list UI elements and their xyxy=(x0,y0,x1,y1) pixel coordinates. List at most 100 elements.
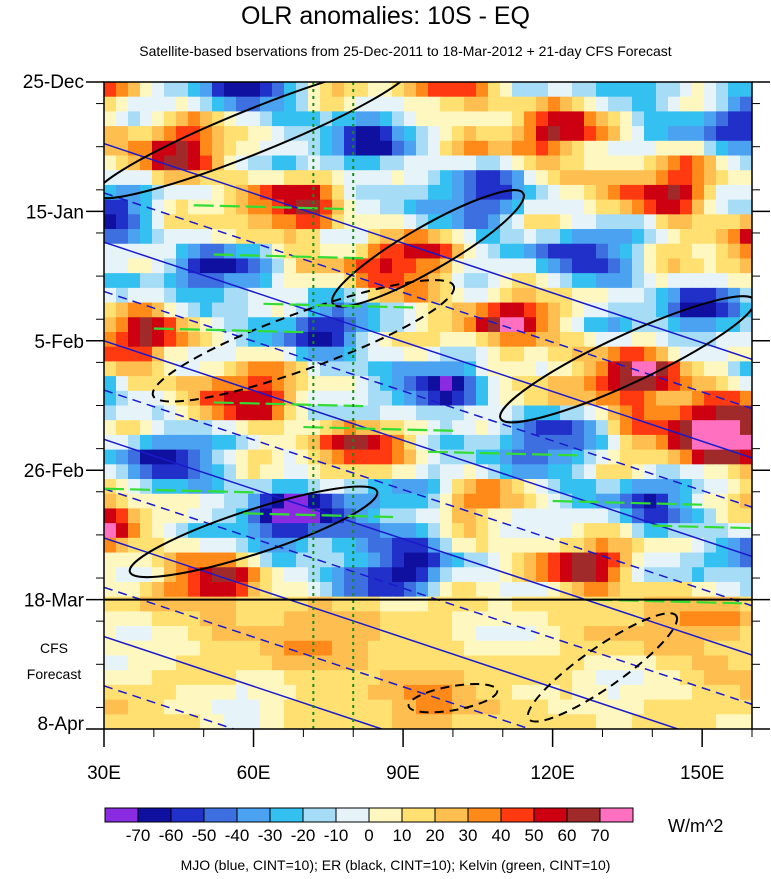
heat-cell xyxy=(524,434,537,451)
heat-cell xyxy=(332,684,345,701)
heat-cell xyxy=(188,508,201,524)
heat-cell xyxy=(164,346,177,362)
heat-cell xyxy=(428,111,441,127)
heat-cell xyxy=(224,523,237,539)
heat-cell xyxy=(572,420,585,436)
heat-cell xyxy=(392,243,405,260)
heat-cell xyxy=(296,420,309,436)
heat-cell xyxy=(104,96,117,113)
heat-cell xyxy=(632,640,645,657)
heat-cell xyxy=(404,626,417,642)
heat-cell xyxy=(656,684,669,701)
heat-cell xyxy=(716,199,729,215)
heat-cell xyxy=(524,449,537,465)
heat-cell xyxy=(104,611,117,627)
heat-cell xyxy=(668,82,681,98)
heat-cell xyxy=(524,302,537,318)
heat-cell xyxy=(440,405,453,421)
heat-cell xyxy=(272,317,285,333)
heat-cell xyxy=(536,626,549,642)
heat-cell xyxy=(200,96,213,113)
heat-cell xyxy=(704,302,717,318)
heat-cell xyxy=(560,581,573,598)
heat-cell xyxy=(344,655,357,671)
heat-cell xyxy=(140,537,153,554)
heat-cell xyxy=(380,155,393,171)
heat-cell xyxy=(428,229,441,245)
heat-cell xyxy=(392,655,405,671)
heat-cell xyxy=(296,655,309,671)
heat-cell xyxy=(236,302,249,318)
heat-cell xyxy=(656,184,669,201)
heat-cell xyxy=(488,184,501,201)
heat-cell xyxy=(644,684,657,701)
heat-cell xyxy=(116,655,129,671)
heat-cell xyxy=(212,567,225,583)
heat-cell xyxy=(608,273,621,289)
heat-cell xyxy=(200,155,213,171)
heat-cell xyxy=(608,346,621,362)
heat-cell xyxy=(488,449,501,465)
heat-cell xyxy=(740,376,752,392)
heat-cell xyxy=(572,111,585,127)
heat-cell xyxy=(548,126,561,142)
heat-cell xyxy=(728,273,741,289)
heat-cell xyxy=(116,523,129,539)
heat-cell xyxy=(416,140,429,157)
heat-cell xyxy=(188,581,201,598)
heat-cell xyxy=(464,155,477,171)
heat-cell xyxy=(224,96,237,113)
heat-cell xyxy=(272,214,285,230)
heat-cell xyxy=(476,405,489,421)
heat-cell xyxy=(248,317,261,333)
heat-cell xyxy=(308,626,321,642)
heat-cell xyxy=(404,361,417,377)
heat-cell xyxy=(596,464,609,480)
heat-cell xyxy=(128,420,141,436)
heat-cell xyxy=(176,376,189,392)
heat-cell xyxy=(380,552,393,568)
heat-cell xyxy=(740,155,752,171)
heat-cell xyxy=(548,170,561,186)
heat-cell xyxy=(116,317,129,333)
heat-cell xyxy=(188,434,201,451)
heat-cell xyxy=(524,111,537,127)
heat-cell xyxy=(608,361,621,377)
heat-cell xyxy=(560,287,573,304)
heat-cell xyxy=(584,405,597,421)
heat-cell xyxy=(524,508,537,524)
heat-cell xyxy=(488,346,501,362)
heat-cell xyxy=(416,302,429,318)
heat-cell xyxy=(716,361,729,377)
heat-cell xyxy=(680,390,693,407)
heat-cell xyxy=(356,229,369,245)
heat-cell xyxy=(668,449,681,465)
heat-cell xyxy=(440,361,453,377)
heat-cell xyxy=(572,302,585,318)
heat-cell xyxy=(296,317,309,333)
chart-title: OLR anomalies: 10S - EQ xyxy=(240,2,530,30)
chart-subtitle: Satellite-based bservations from 25-Dec-… xyxy=(139,43,672,59)
heat-cell xyxy=(140,273,153,289)
heat-cell xyxy=(104,420,117,436)
heat-cell xyxy=(704,126,717,142)
heat-cell xyxy=(272,376,285,392)
heat-cell xyxy=(380,96,393,113)
heat-cell xyxy=(608,170,621,186)
heat-cell xyxy=(416,523,429,539)
heat-cell xyxy=(620,361,633,377)
heat-cell xyxy=(308,331,321,348)
heat-cell xyxy=(368,464,381,480)
heat-cell xyxy=(224,317,237,333)
heat-cell xyxy=(368,82,381,98)
heat-cell xyxy=(680,155,693,171)
heat-cell xyxy=(716,464,729,480)
heat-cell xyxy=(584,552,597,568)
heat-cell xyxy=(260,567,273,583)
heat-cell xyxy=(716,317,729,333)
heat-cell xyxy=(224,229,237,245)
heat-cell xyxy=(428,155,441,171)
heat-cell xyxy=(296,449,309,465)
heat-cell xyxy=(560,258,573,274)
heat-cell xyxy=(596,361,609,377)
